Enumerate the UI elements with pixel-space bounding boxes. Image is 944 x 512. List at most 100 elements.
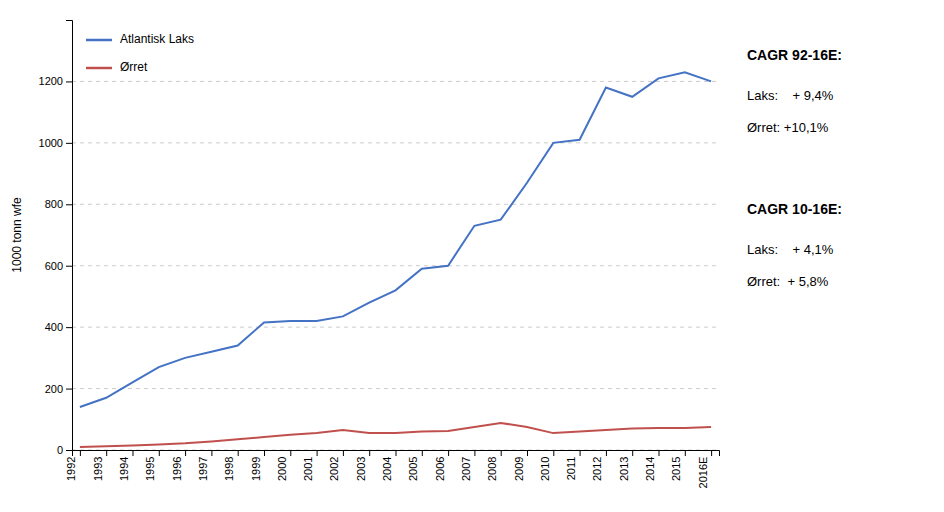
grid-line [72,142,719,143]
x-tick-label: 1999 [250,457,262,481]
x-tick: 2003 [355,450,370,481]
x-tick-label: 2014 [644,457,656,481]
y-axis: 020040060080010001200 [39,21,73,457]
y-tick-label: 200 [45,383,63,395]
x-tick-mark [317,450,318,456]
grid-line [72,204,719,205]
x-tick: 2004 [381,450,396,481]
x-tick-mark [527,450,528,456]
x-tick-mark [80,450,81,456]
x-tick: 2001 [302,450,317,481]
x-tick-label: 2009 [513,457,525,481]
x-tick-label: 2013 [618,457,630,481]
y-tick: 800 [45,198,72,210]
y-tick-mark [66,389,72,390]
x-tick-mark [211,450,212,456]
x-tick: 2007 [460,450,475,481]
x-axis-line [73,451,720,457]
legend-swatch [86,39,112,42]
plot: 0200400600800100012001992199319941995199… [39,21,720,489]
x-tick-label: 2006 [434,457,446,481]
y-tick: 200 [45,383,72,395]
legend-label: Atlantisk Laks [120,32,194,46]
x-tick-label: 2015 [670,457,682,481]
x-tick-mark [632,450,633,456]
legend-swatch [86,67,112,70]
x-tick-mark [106,450,107,456]
y-tick-mark [66,450,72,451]
x-tick: 2011 [565,450,580,480]
annotation-text: Ørret: +10,1% [747,120,829,135]
lines [80,72,711,447]
x-tick-label: 1995 [144,457,156,481]
x-tick-mark [606,450,607,456]
x-tick: 1993 [92,450,107,481]
x-tick-label: 2001 [302,457,314,481]
x-tick-mark [553,450,554,456]
x-tick: 2012 [591,450,606,481]
x-tick: 2010 [539,450,554,481]
x-tick: 2008 [486,450,501,481]
x-tick: 2000 [276,450,291,481]
x-tick-label: 2012 [591,457,603,481]
y-tick-mark [66,143,72,144]
x-tick: 1997 [197,450,212,481]
grid-line [72,388,719,389]
y-tick-label: 0 [57,444,63,456]
x-tick-mark [185,450,186,456]
y-axis-line [66,21,73,451]
y-tick-label: 800 [45,198,63,210]
x-tick-mark [659,450,660,456]
x-tick-label: 2000 [276,457,288,481]
x-tick: 1996 [171,450,186,481]
annotation-title: CAGR 92-16E: [747,47,842,63]
x-tick-label: 1994 [118,457,130,481]
y-tick: 1000 [39,137,72,149]
series-line [80,72,711,407]
x-tick: 1995 [144,450,159,481]
x-tick-label: 1993 [92,457,104,481]
x-tick-label: 2007 [460,457,472,481]
series-line [80,423,711,447]
y-tick-label: 600 [45,260,63,272]
x-tick-mark [501,450,502,456]
x-tick-mark [448,450,449,456]
x-tick-label: 1998 [223,457,235,481]
x-tick-label: 2002 [328,457,340,481]
x-tick-label: 2008 [486,457,498,481]
x-tick: 2006 [434,450,449,481]
x-tick: 2002 [328,450,343,481]
x-tick-mark [580,450,581,456]
y-tick-mark [66,266,72,267]
grid-line [72,265,719,266]
x-tick-mark [396,450,397,456]
x-tick: 1999 [250,450,265,481]
x-tick: 2009 [513,450,528,481]
y-tick: 0 [57,444,72,456]
legend: Atlantisk Laks Ørret [86,32,194,74]
x-tick-label: 2011 [565,457,577,481]
x-tick-mark [290,450,291,456]
x-tick-label: 1992 [65,457,77,481]
y-tick: 400 [45,321,72,333]
y-tick: 600 [45,260,72,272]
legend-label: Ørret [120,60,148,74]
x-tick-label: 2005 [407,457,419,481]
x-tick: 1994 [118,450,133,481]
legend-item: Ørret [86,60,148,74]
annotation-text: Laks: + 4,1% [747,242,834,257]
x-tick-mark [159,450,160,456]
x-tick-mark [132,450,133,456]
x-tick-label: 2004 [381,457,393,481]
x-tick-label: 1997 [197,457,209,481]
x-tick-label: 2010 [539,457,551,481]
y-axis-title: 1000 tonn wfe [10,197,24,273]
x-tick: 1992 [65,450,80,481]
annotation-text: Ørret: + 5,8% [747,274,829,289]
x-tick-mark [685,450,686,456]
grid-line [72,81,719,82]
y-tick-label: 400 [45,321,63,333]
x-tick-label: 2003 [355,457,367,481]
y-tick-mark [66,327,72,328]
chart: 0200400600800100012001992199319941995199… [0,0,944,512]
